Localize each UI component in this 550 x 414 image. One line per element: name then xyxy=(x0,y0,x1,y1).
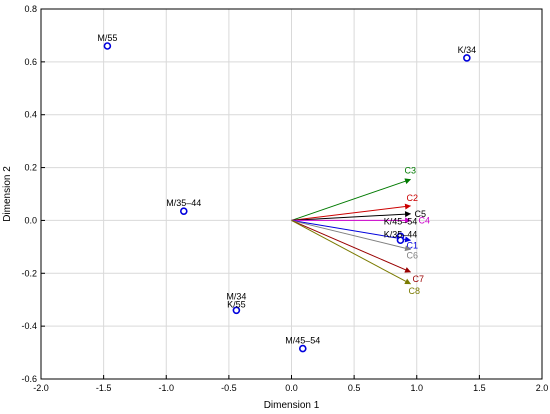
vector-label-c4: C4 xyxy=(418,215,430,225)
y-tick-label: 0.6 xyxy=(24,57,37,67)
vector-c6 xyxy=(291,219,412,252)
point-label: M/55 xyxy=(97,33,117,43)
x-tick-label: 2.0 xyxy=(536,383,549,393)
x-axis-title: Dimension 1 xyxy=(264,400,320,411)
vector-c8 xyxy=(291,219,412,285)
x-tick-label: -0.5 xyxy=(221,383,237,393)
x-tick-label: 1.0 xyxy=(410,383,423,393)
vector-c5 xyxy=(291,211,412,221)
vector-c7 xyxy=(291,219,412,273)
vector-label-c3: C3 xyxy=(404,165,416,175)
axis-ticks: -2.0 -1.5 -1.0 -0.5 0.0 0.5 1.0 1.5 2.0 -0.6 -0.4 -… xyxy=(21,4,548,393)
y-tick-label: -0.4 xyxy=(21,321,37,331)
y-tick-label: 0.0 xyxy=(24,215,37,225)
x-tick-label: 1.5 xyxy=(473,383,486,393)
point-marker xyxy=(232,306,241,315)
point-marker xyxy=(179,207,188,215)
point-label: M/34 xyxy=(226,291,246,301)
y-tick-label: -0.2 xyxy=(21,268,37,278)
point-label: K/34 xyxy=(458,45,477,55)
vector-label-c5: C5 xyxy=(414,209,426,219)
y-tick-label: -0.6 xyxy=(21,374,37,384)
point-marker xyxy=(103,42,112,50)
vector-label-c7: C7 xyxy=(412,274,424,284)
point-marker xyxy=(463,54,471,62)
y-tick-label: 0.2 xyxy=(24,163,37,173)
vector-label-c1: C1 xyxy=(406,240,418,250)
point-label: M/35–44 xyxy=(166,198,201,208)
x-tick-label: -1.0 xyxy=(158,383,174,393)
point-marker xyxy=(396,236,405,245)
x-tick-label: -1.5 xyxy=(96,383,112,393)
x-tick-label: -2.0 xyxy=(33,383,49,393)
vector-c2 xyxy=(291,203,412,221)
point-label: K/45–54 xyxy=(384,216,418,226)
point-marker xyxy=(298,344,307,353)
vector-c1 xyxy=(291,219,412,243)
y-tick-label: 0.8 xyxy=(24,4,37,14)
x-tick-label: 0.5 xyxy=(348,383,361,393)
point-label: K/55 xyxy=(227,299,246,309)
x-tick-label: 0.0 xyxy=(285,383,298,393)
point-label: K/35–44 xyxy=(384,229,418,239)
point-label: M/45–54 xyxy=(285,336,320,346)
grid xyxy=(41,9,542,379)
vector-label-c8: C8 xyxy=(408,286,420,296)
point-series: M/55 K/34 M/35–44 M/34K/55 M/45–54 K/45–54 K/3… xyxy=(97,33,477,353)
vector-label-c6: C6 xyxy=(406,251,418,261)
vector-label-c2: C2 xyxy=(406,193,418,203)
y-axis-title: Dimension 2 xyxy=(2,166,13,222)
y-tick-label: 0.4 xyxy=(24,110,37,120)
vector-c3 xyxy=(291,178,412,221)
